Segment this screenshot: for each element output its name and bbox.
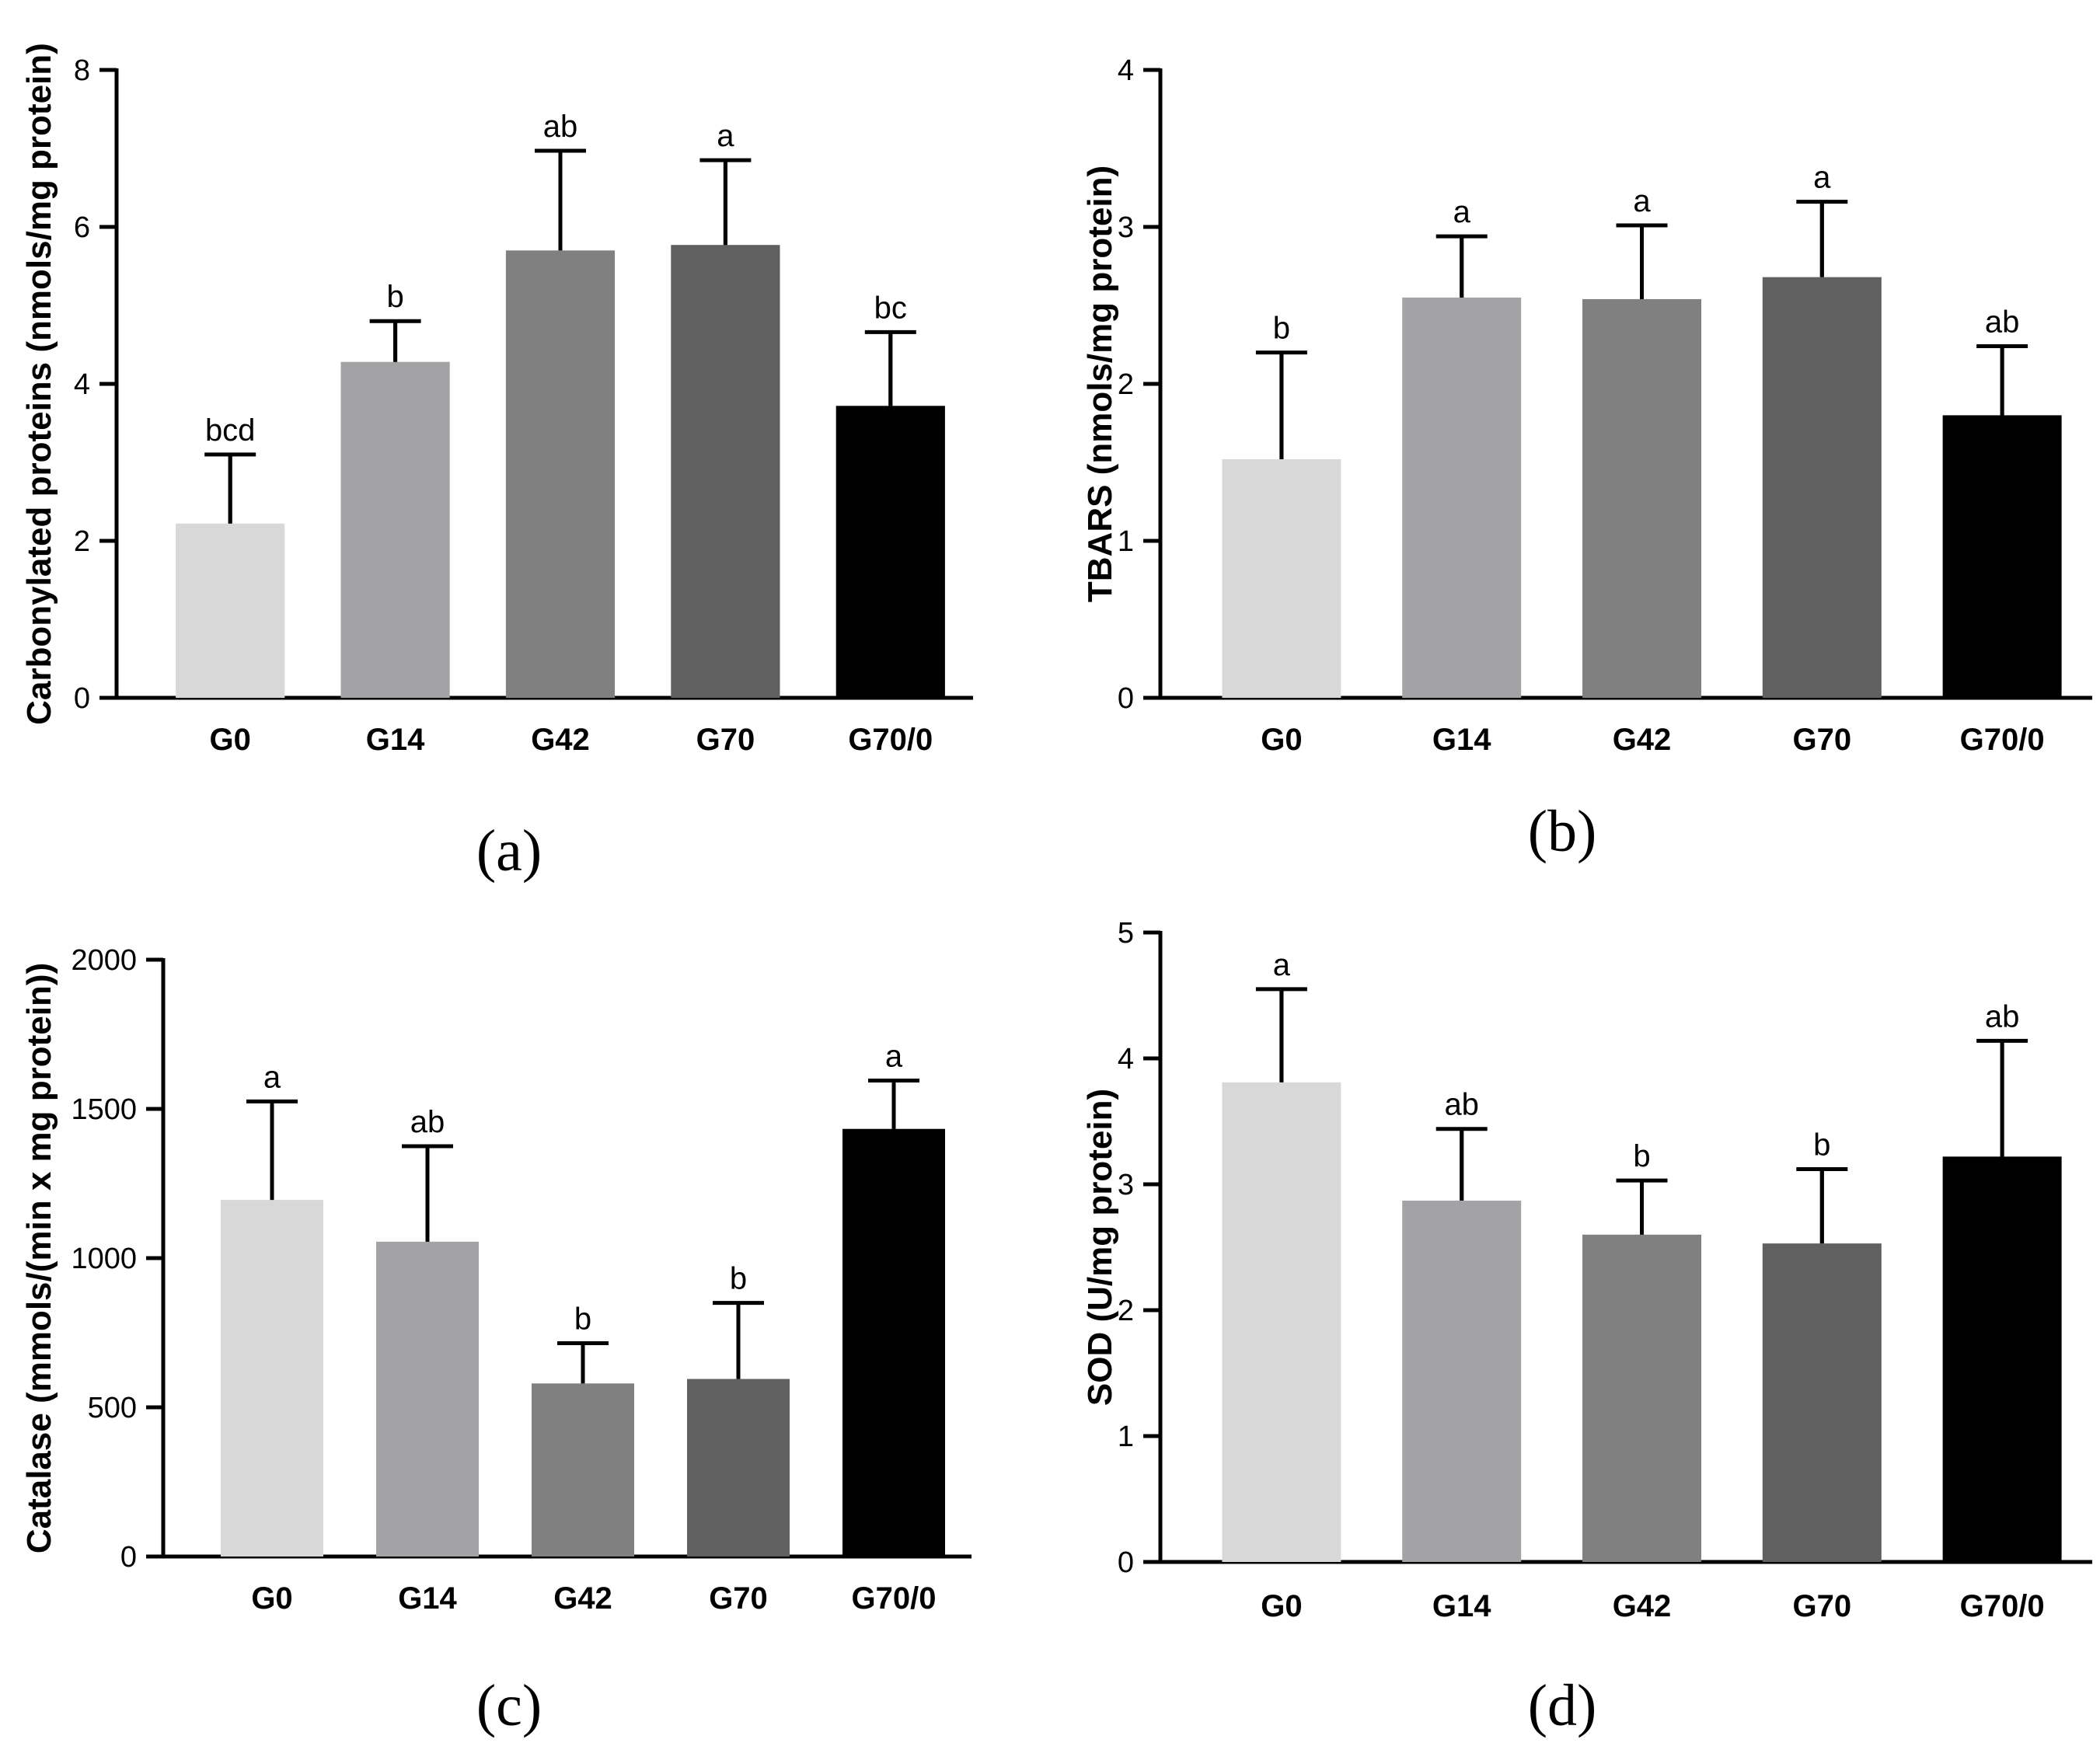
y-tick-label: 4	[1118, 54, 1134, 87]
category-label: G70/0	[1960, 1589, 2045, 1623]
significance-label: a	[1633, 184, 1651, 218]
bar-g14	[340, 361, 450, 698]
bar-g70	[671, 245, 780, 699]
bar-g70	[1762, 277, 1882, 698]
category-label: G14	[366, 723, 425, 757]
y-tick-label: 0	[74, 682, 90, 715]
category-label: G70/0	[848, 723, 933, 757]
y-axis-title: Catalase (mmols/(min x mg protein))	[20, 963, 58, 1553]
category-label: G0	[251, 1581, 292, 1616]
bar-g14	[376, 1241, 479, 1557]
y-tick-label: 0	[120, 1541, 137, 1574]
y-tick-label: 1	[1118, 525, 1134, 558]
bar-g70-0	[842, 1128, 945, 1557]
y-tick-label: 500	[88, 1392, 137, 1424]
y-tick-label: 2	[1118, 368, 1134, 401]
category-label: G70	[1792, 723, 1851, 757]
significance-label: ab	[1444, 1088, 1479, 1122]
category-label: G14	[1432, 723, 1491, 757]
y-tick-label: 2000	[71, 944, 137, 977]
category-label: G42	[531, 723, 590, 757]
y-tick-label: 3	[1118, 1169, 1134, 1201]
bar-g70-0	[835, 406, 945, 698]
y-tick-label: 5	[1118, 917, 1134, 950]
y-axis-title: TBARS (nmols/mg protein)	[1081, 166, 1119, 602]
significance-label: a	[717, 119, 734, 153]
category-label: G42	[1613, 1589, 1672, 1623]
y-tick-label: 4	[74, 368, 90, 401]
y-tick-label: 6	[74, 211, 90, 244]
bar-g42	[505, 250, 616, 698]
significance-label: a	[1813, 161, 1831, 195]
y-tick-label: 2	[74, 525, 90, 558]
category-label: G0	[210, 723, 251, 757]
significance-label: b	[730, 1262, 747, 1296]
panel-label: (b)	[1528, 799, 1597, 864]
y-tick-label: 0	[1118, 1546, 1134, 1579]
bar-g42	[1582, 298, 1701, 698]
bar-g0	[1222, 458, 1341, 698]
bar-g70	[687, 1379, 790, 1557]
y-tick-label: 4	[1118, 1043, 1134, 1075]
significance-label: a	[1273, 948, 1291, 982]
category-label: G0	[1261, 1589, 1302, 1623]
category-label: G0	[1261, 723, 1302, 757]
y-tick-label: 1000	[71, 1243, 137, 1275]
y-tick-label: 3	[1118, 211, 1134, 244]
category-label: G14	[1432, 1589, 1491, 1623]
significance-label: ab	[1985, 305, 2020, 340]
bar-g42	[532, 1383, 634, 1557]
bar-g70-0	[1942, 415, 2062, 698]
bar-g14	[1402, 297, 1522, 698]
panel-label: (d)	[1528, 1673, 1597, 1738]
significance-label: b	[574, 1302, 591, 1336]
y-tick-label: 8	[74, 54, 90, 87]
chart-sod: 0 1 2 3 4 5 SOD (U/mg protein) a G0 ab G14 b G42 b G70…	[1081, 917, 2092, 1738]
significance-label: a	[263, 1060, 281, 1094]
bar-g42	[1582, 1234, 1701, 1562]
significance-label: ab	[410, 1105, 445, 1139]
significance-label: a	[885, 1040, 903, 1074]
bar-g14	[1402, 1201, 1522, 1562]
y-tick-label: 0	[1118, 682, 1134, 715]
significance-label: bc	[874, 291, 907, 325]
significance-label: b	[1633, 1139, 1650, 1173]
category-label: G70/0	[852, 1581, 937, 1616]
category-label: G42	[553, 1581, 612, 1616]
category-label: G14	[398, 1581, 457, 1616]
significance-label: a	[1453, 195, 1471, 229]
significance-label: ab	[1985, 999, 2020, 1034]
y-tick-label: 1	[1118, 1421, 1134, 1453]
category-label: G70/0	[1960, 723, 2045, 757]
bar-g70	[1762, 1243, 1882, 1562]
significance-label: bcd	[205, 413, 256, 448]
category-label: G70	[696, 723, 755, 757]
significance-label: b	[1813, 1128, 1830, 1163]
significance-label: ab	[543, 110, 578, 144]
y-tick-label: 1500	[71, 1093, 137, 1126]
category-label: G42	[1613, 723, 1672, 757]
bar-g0	[1222, 1082, 1341, 1562]
chart-tbars: 0 1 2 3 4 TBARS (nmols/mg protein) b G0 a G14 a G42…	[1081, 54, 2092, 864]
y-tick-label: 2	[1118, 1295, 1134, 1327]
significance-label: b	[386, 280, 403, 314]
chart-catalase: 0 500 1000 1500 2000 Catalase (mmols/(min x m…	[20, 944, 972, 1738]
chart-carbonylated-proteins: 0 2 4 6 8 Carbonylated proteins (nmols/mg pro…	[20, 43, 973, 884]
bar-g0	[221, 1200, 323, 1557]
y-axis-title: Carbonylated proteins (nmols/mg protein)	[20, 43, 58, 725]
category-label: G70	[709, 1581, 768, 1616]
significance-label: b	[1273, 312, 1290, 346]
category-label: G70	[1792, 1589, 1851, 1623]
panel-label: (c)	[476, 1673, 542, 1738]
panel-label: (a)	[476, 818, 542, 884]
bar-g70-0	[1942, 1156, 2062, 1562]
bar-g0	[176, 523, 285, 698]
y-axis-title: SOD (U/mg protein)	[1081, 1089, 1119, 1406]
